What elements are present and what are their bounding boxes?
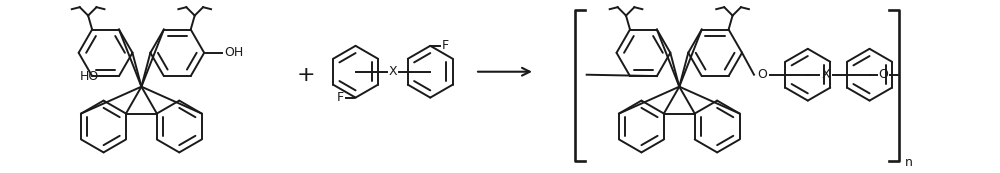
Text: HO: HO	[80, 70, 99, 83]
Text: OH: OH	[224, 46, 243, 59]
Text: n: n	[904, 156, 912, 169]
Text: +: +	[296, 65, 315, 85]
Text: F: F	[336, 91, 344, 104]
Text: F: F	[442, 39, 449, 52]
Text: O: O	[879, 68, 888, 81]
Text: X: X	[389, 65, 397, 78]
Text: X: X	[821, 68, 830, 81]
Text: O: O	[757, 68, 767, 81]
